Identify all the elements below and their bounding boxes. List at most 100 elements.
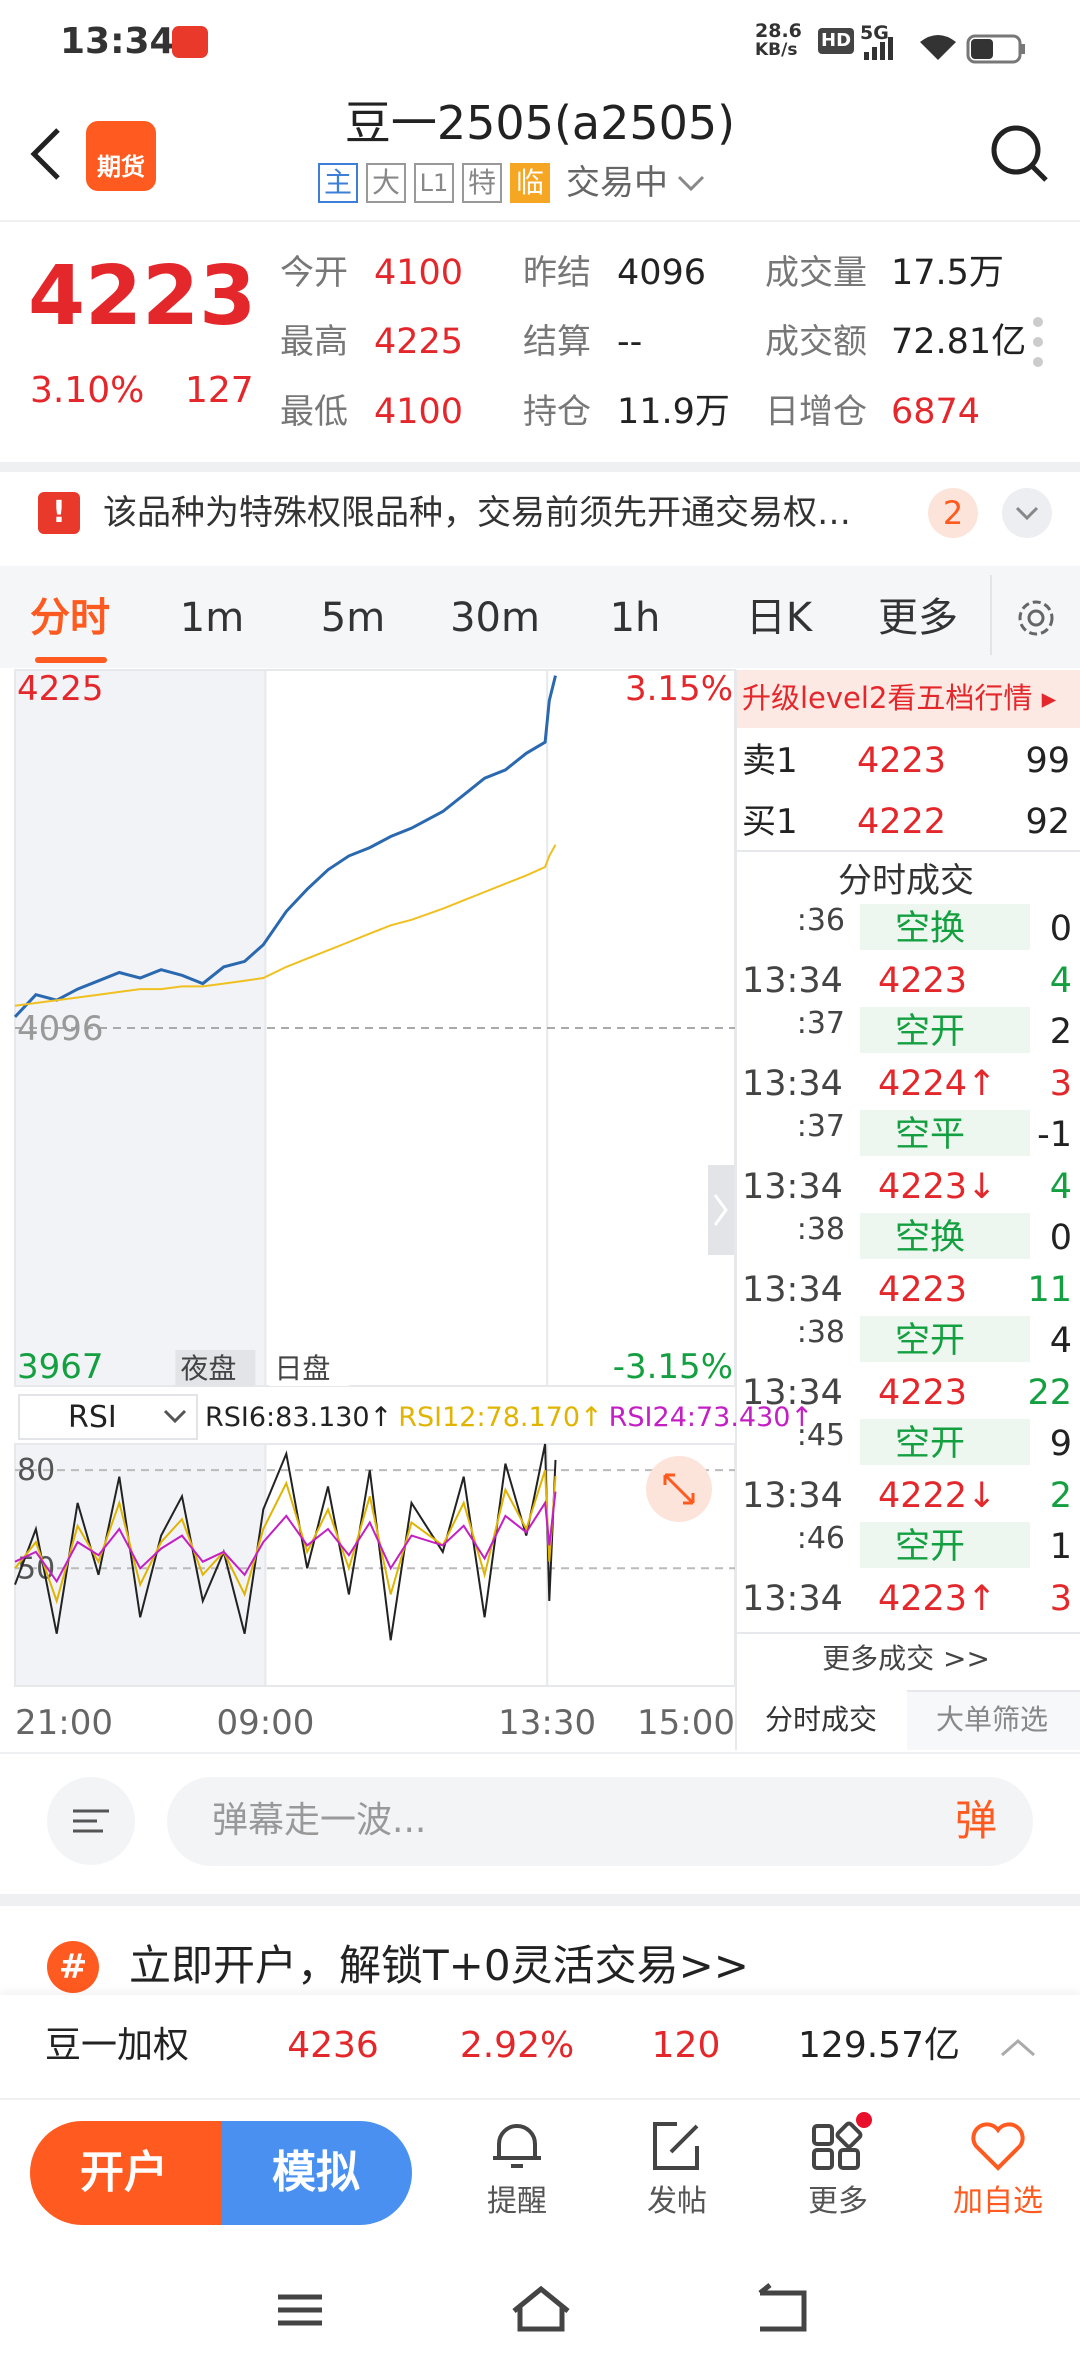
divider [990,575,992,655]
summary-bar[interactable] [0,1995,1080,2098]
trade-type-bg [860,1522,1030,1568]
y2-tick-label: 3.15% [625,669,733,709]
nav-item[interactable]: 加自选 [953,2184,1043,2219]
app-icon [172,26,208,58]
search-button[interactable] [988,122,1052,186]
trade-vol: 4 [1049,1166,1072,1207]
promo-text[interactable]: 立即开户，解锁T+0灵活交易>> [129,1941,749,1990]
danmaku-button[interactable]: 弹 [955,1796,998,1845]
trade-time: 13:34 [742,960,843,1001]
tab[interactable]: 分时 [30,595,110,641]
summary-pct: 2.92% [459,2025,575,2066]
legend-entry: RSI6:83.130↑ [205,1402,393,1433]
trade-time: 13:34 [742,1578,843,1619]
trade-oi: 4 [1049,1321,1072,1361]
stat-label: 最低 [280,392,348,432]
trade-time: 13:34 [742,1475,843,1516]
more-dots[interactable] [1030,314,1046,374]
hd: HD [818,28,855,54]
notice-text[interactable]: 该品种为特殊权限品种，交易前须先开通交易权… [103,493,851,533]
net: 5G [860,22,889,44]
panel-tab[interactable]: 大单筛选 [935,1703,1049,1736]
simulate[interactable]: 模拟 [222,2121,412,2225]
trade-oi: 0 [1049,1218,1072,1258]
trade-type-bg [860,1110,1030,1156]
trade-type: 空平 [894,1115,966,1155]
comment-placeholder: 弹幕走一波... [212,1800,427,1841]
stat-label: 日增仓 [765,392,867,432]
stat-label: 持仓 [523,392,591,432]
summary-change: 120 [651,2025,721,2066]
brand-badge: 期货 [86,121,156,191]
handle-arrow [713,1194,728,1226]
tab[interactable]: 30m [450,595,540,641]
nav-item[interactable]: 发帖 [647,2184,707,2219]
tag: 大 [366,163,406,203]
book-vol: 92 [1025,802,1070,842]
more-trades[interactable]: 更多成交 >> [822,1642,990,1675]
trade-time: 13:34 [742,1269,843,1310]
trade-oi: -1 [1037,1115,1072,1155]
open-account[interactable]: 开户 [30,2121,230,2225]
stat-label: 昨结 [523,253,591,293]
session-tag-bg [269,1350,350,1386]
tag: 主 [318,163,358,203]
trade-price: 4224↑ [878,1063,997,1104]
tab[interactable]: 日K [745,595,813,641]
settings-button[interactable] [1010,592,1062,644]
stat-value: 11.9万 [617,392,730,432]
series-line [14,1469,557,1605]
session-label: 日盘 [274,1352,330,1385]
trade-time: 13:34 [742,1166,843,1207]
x-tick-label: 21:00 [15,1703,113,1743]
charts: 4225 4096 3967 3.15% -3.15% 夜盘 日盘 21:00 09:00 13:… [13,669,736,1743]
indicator-select[interactable]: RSI [18,1394,198,1440]
notice-count: 2 [928,488,978,538]
y-tick-label: 3967 [17,1347,104,1387]
change: 127 [185,370,254,411]
stat-label: 成交量 [765,253,867,293]
status-icons [864,34,1025,64]
back-button[interactable] [28,126,68,186]
nav-item[interactable]: 更多 [808,2184,868,2219]
legend-entry: RSI12:78.170↑ [398,1402,603,1433]
y-tick-label: 80 [17,1453,55,1488]
clock: 13:34 [60,21,175,62]
trade-type-bg [860,1419,1030,1465]
trade-type: 空开 [894,1321,966,1361]
trade-type: 空换 [894,909,966,949]
tab-bar [0,566,1080,668]
comment-input[interactable] [167,1777,1033,1866]
divider [735,1632,1080,1634]
stat-label: 今开 [280,253,348,293]
stat-label: 最高 [280,322,348,362]
trade-vol: 3 [1049,1578,1072,1619]
net-speed: 28.6 [755,20,802,42]
tab[interactable]: 更多 [878,595,958,641]
trade-price: 4223 [878,960,968,1001]
expand[interactable] [998,2035,1038,2059]
trade-vol: 2 [1049,1475,1072,1516]
tab[interactable]: 1m [179,595,245,641]
notice-expand[interactable] [1002,488,1052,538]
stat-label: 成交额 [765,322,867,362]
bell-icon [493,2124,541,2168]
level2-banner[interactable]: 升级level2看五档行情 ▸ [742,681,1057,715]
tab[interactable]: 1h [609,595,661,641]
x-tick-label: 09:00 [216,1703,314,1743]
chevron [677,175,705,192]
summary-name: 豆一加权 [45,2025,190,2066]
tab[interactable]: 5m [320,595,386,641]
book-side: 卖1 [742,741,798,781]
session-label: 夜盘 [180,1352,236,1385]
panel-tab[interactable]: 分时成交 [764,1703,878,1736]
trades-title: 分时成交 [838,861,974,901]
trade-status[interactable]: 交易中 [566,163,668,203]
danmaku-toggle[interactable] [47,1777,135,1865]
nav-item[interactable]: 提醒 [487,2184,547,2219]
trade-oi: 1 [1049,1527,1072,1567]
stat-value: 4100 [374,253,464,293]
stat-label: 结算 [523,322,591,362]
zoom-icon [663,1473,695,1505]
